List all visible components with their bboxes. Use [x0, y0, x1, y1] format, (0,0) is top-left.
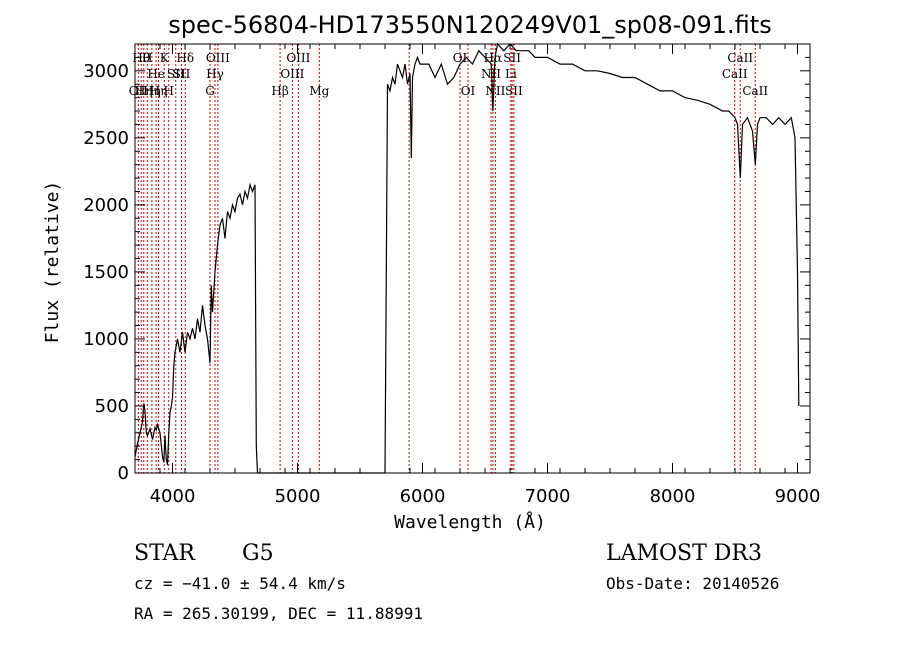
obs-date-text: Obs-Date: 20140526 [606, 574, 779, 593]
y-tick-label: 1500 [83, 262, 129, 283]
line-marker-label: CaII [722, 67, 748, 81]
line-marker-label: OII [129, 84, 149, 98]
line-marker-label: K [160, 51, 170, 65]
plot-frame [134, 43, 811, 474]
coordinates-text: RA = 265.30199, DEC = 11.88991 [134, 604, 423, 623]
y-tick-label: 0 [118, 463, 129, 484]
x-tick-label: 5000 [275, 486, 321, 507]
x-axis-label: Wavelength (Å) [394, 511, 546, 533]
y-tick-label: 1000 [83, 329, 129, 350]
line-marker-label: SII [173, 67, 191, 81]
y-tick-label: 3000 [83, 61, 129, 82]
x-tick-label: 6000 [400, 486, 446, 507]
line-marker-label: SII [503, 51, 521, 65]
line-marker-label: SII [505, 84, 523, 98]
line-marker-label: Hη [150, 84, 168, 98]
line-marker-label: H [164, 84, 174, 98]
line-marker-label: H [142, 51, 152, 65]
line-marker-label: Hη [135, 84, 153, 98]
line-marker-label: He [147, 67, 165, 81]
line-marker-label: CaII [727, 51, 753, 65]
line-marker-label: CaII [742, 84, 768, 98]
line-marker-label: OIII [280, 67, 304, 81]
x-axis-ticks: 4000 5000 6000 7000 8000 9000 [134, 44, 821, 507]
chart-title: spec-56804-HD173550N120249V01_sp08-091.f… [168, 11, 771, 39]
line-marker-label: OI [461, 84, 476, 98]
spectrum-series [134, 42, 800, 474]
line-marker-label: SII [167, 67, 185, 81]
line-marker-label: Hγ [206, 67, 224, 81]
line-marker-label: Hη [143, 84, 161, 98]
y-tick-label: 2500 [83, 128, 129, 149]
x-tick-label: 9000 [775, 486, 821, 507]
line-marker-label: OI [453, 51, 468, 65]
redshift-text: cz = −41.0 ± 54.4 km/s [134, 574, 346, 593]
line-marker-label: Mg [309, 84, 329, 98]
y-tick-label: 500 [95, 396, 129, 417]
line-marker-label: G [205, 84, 215, 98]
object-class: STAR [134, 541, 196, 566]
line-marker-label: OIII [206, 51, 230, 65]
line-marker-label: Hδ [176, 51, 194, 65]
line-marker-label: Hθ [132, 51, 150, 65]
survey-label: LAMOST DR3 [606, 541, 762, 566]
y-tick-label: 2000 [83, 195, 129, 216]
x-tick-label: 4000 [150, 486, 196, 507]
x-tick-label: 7000 [525, 486, 571, 507]
x-tick-label: 8000 [650, 486, 696, 507]
line-marker-labels: OIIHθHηHHηHeHηKHSIIHδSIIGHγOIIIHβOIIIOII… [129, 51, 769, 98]
object-subclass: G5 [242, 541, 274, 566]
y-axis-label: Flux (relative) [42, 181, 63, 344]
line-marker-label: Li [505, 67, 517, 81]
y-axis-ticks: 0 500 1000 1500 2000 2500 3000 [83, 56, 810, 484]
line-marker-label: OIII [286, 51, 310, 65]
line-markers [137, 44, 756, 473]
line-marker-label: NII [485, 84, 505, 98]
line-marker-label: Hβ [271, 84, 288, 98]
spectrum-line [134, 42, 800, 474]
